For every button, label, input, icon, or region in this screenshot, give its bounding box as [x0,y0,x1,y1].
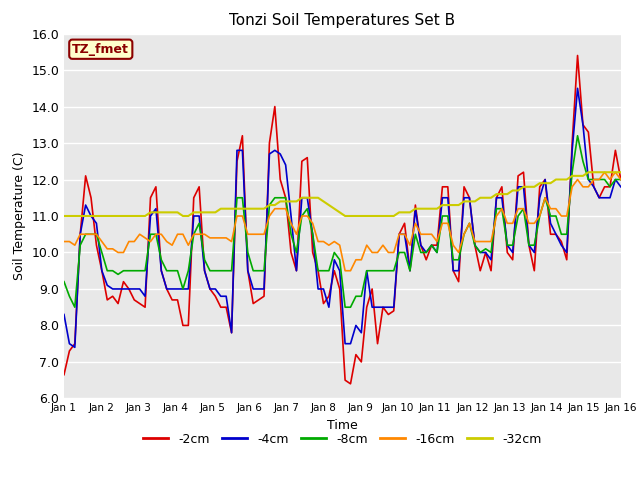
Y-axis label: Soil Temperature (C): Soil Temperature (C) [13,152,26,280]
Legend: -2cm, -4cm, -8cm, -16cm, -32cm: -2cm, -4cm, -8cm, -16cm, -32cm [138,428,547,451]
Title: Tonzi Soil Temperatures Set B: Tonzi Soil Temperatures Set B [229,13,456,28]
X-axis label: Time: Time [327,419,358,432]
Text: TZ_fmet: TZ_fmet [72,43,129,56]
